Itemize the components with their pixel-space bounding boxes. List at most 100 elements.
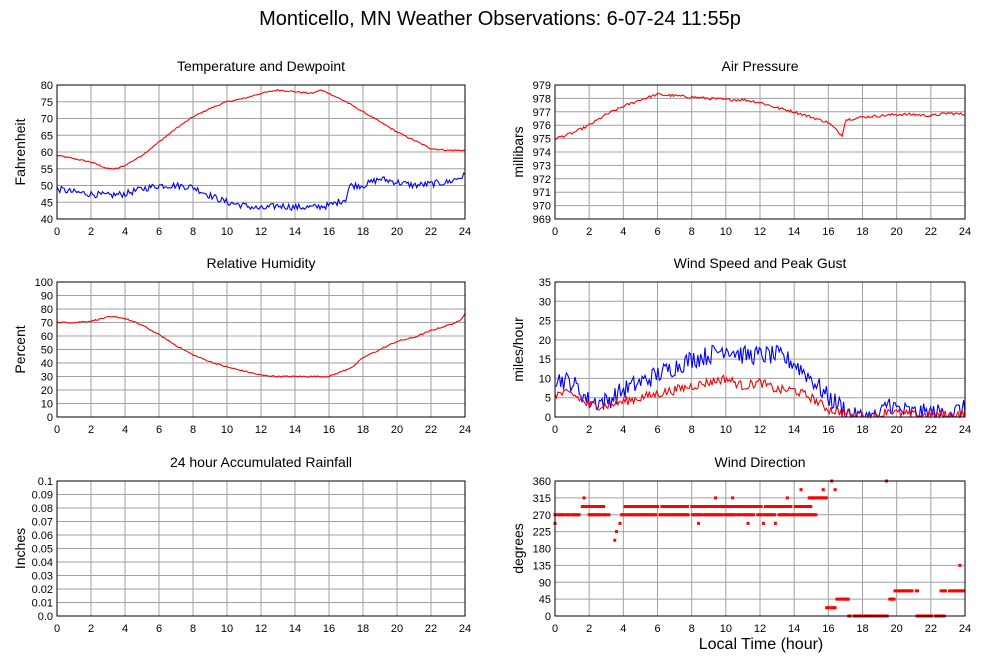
x-tick-label: 16 (323, 424, 335, 436)
x-tick-label: 24 (959, 623, 971, 635)
direction-point (629, 505, 633, 508)
y-tick-label: 30 (539, 296, 551, 308)
y-tick-label: 360 (533, 476, 551, 488)
series-line (554, 344, 966, 419)
direction-point (634, 505, 638, 508)
chart-wind: Wind Speed and Peak Gust miles/hour 0 5 10 15… (510, 255, 971, 436)
plot-frame (554, 281, 966, 418)
x-tick-label: 24 (959, 226, 971, 238)
chart-title: Wind Direction (714, 454, 805, 470)
y-tick-label: 45 (539, 594, 551, 606)
y-tick-label: 30 (41, 372, 53, 384)
x-tick-label: 0 (54, 424, 60, 436)
chart-title: 24 hour Accumulated Rainfall (170, 454, 352, 470)
direction-point (846, 597, 850, 601)
direction-point (962, 589, 966, 593)
direction-point (562, 513, 566, 517)
direction-point (759, 505, 763, 508)
y-tick-label: 315 (533, 493, 551, 505)
y-tick-label: 55 (41, 164, 53, 176)
direction-point (773, 513, 777, 517)
direction-point (714, 496, 718, 500)
y-tick-label: 0.04 (32, 557, 53, 569)
direction-point (685, 505, 689, 508)
direction-point (766, 505, 770, 508)
y-tick-label: 0.1 (38, 476, 53, 488)
x-tick-label: 12 (255, 424, 267, 436)
direction-point (746, 505, 750, 508)
x-tick-label: 22 (925, 424, 937, 436)
y-tick-label: 10 (539, 373, 551, 385)
x-tick-label: 24 (459, 623, 471, 635)
y-axis-label: Inches (12, 528, 28, 569)
y-tick-label: 0.08 (32, 503, 53, 515)
x-tick-label: 20 (891, 424, 903, 436)
y-tick-label: 75 (41, 97, 53, 109)
direction-point (680, 505, 684, 508)
direction-point (577, 513, 581, 517)
y-tick-label: 70 (41, 318, 53, 330)
x-tick-label: 18 (357, 226, 369, 238)
direction-point (892, 597, 896, 601)
direction-point (893, 589, 897, 593)
x-tick-label: 20 (891, 226, 903, 238)
y-tick-label: 5 (545, 393, 551, 405)
x-tick-label: 18 (856, 623, 868, 635)
direction-point (760, 513, 764, 517)
direction-point (824, 496, 828, 500)
x-tick-label: 10 (221, 623, 233, 635)
direction-point (686, 513, 690, 517)
y-tick-label: 90 (539, 577, 551, 589)
y-tick-label: 45 (41, 197, 53, 209)
direction-point (731, 496, 735, 500)
x-tick-label: 12 (255, 623, 267, 635)
y-tick-label: 0.02 (32, 584, 53, 596)
direction-point (949, 589, 953, 593)
x-tick-label: 6 (654, 424, 660, 436)
y-tick-label: 969 (533, 214, 551, 226)
x-tick-label: 6 (156, 226, 162, 238)
x-tick-label: 12 (754, 623, 766, 635)
chart-title: Air Pressure (721, 58, 798, 74)
y-tick-label: 975 (533, 134, 551, 146)
direction-point (607, 513, 611, 517)
x-tick-label: 6 (156, 424, 162, 436)
x-tick-label: 24 (459, 226, 471, 238)
direction-point (910, 589, 914, 593)
direction-point (637, 505, 641, 508)
direction-point (651, 505, 655, 508)
y-tick-label: 35 (539, 277, 551, 289)
y-tick-label: 70 (41, 114, 53, 126)
y-tick-label: 0.09 (32, 490, 53, 502)
x-tick-label: 10 (720, 226, 732, 238)
direction-point (749, 505, 753, 508)
x-tick-label: 24 (959, 424, 971, 436)
x-tick-label: 10 (720, 424, 732, 436)
y-tick-label: 80 (41, 80, 53, 92)
x-tick-label: 14 (788, 226, 800, 238)
direction-point (793, 513, 797, 517)
chart-pressure: Air Pressuremillibars9699709719729739749… (510, 58, 971, 238)
direction-point (789, 505, 793, 508)
chart-title: Temperature and Dewpoint (177, 58, 345, 74)
x-tick-label: 2 (88, 226, 94, 238)
x-tick-label: 22 (425, 424, 437, 436)
direction-point (943, 589, 947, 593)
y-tick-label: 979 (533, 80, 551, 92)
x-tick-label: 22 (925, 623, 937, 635)
y-tick-label: 60 (41, 147, 53, 159)
chart-title: Wind Speed and Peak Gust (674, 255, 847, 271)
x-tick-label: 22 (425, 226, 437, 238)
x-tick-label: 6 (654, 623, 660, 635)
x-tick-label: 4 (620, 424, 626, 436)
y-tick-label: 50 (41, 345, 53, 357)
y-tick-label: 0.06 (32, 530, 53, 542)
y-tick-label: 225 (533, 527, 551, 539)
x-tick-label: 8 (689, 226, 695, 238)
direction-point (585, 505, 589, 508)
y-tick-label: 0 (545, 611, 551, 623)
direction-point (833, 488, 837, 492)
direction-point (753, 505, 757, 508)
y-tick-label: 0.0 (38, 611, 53, 623)
